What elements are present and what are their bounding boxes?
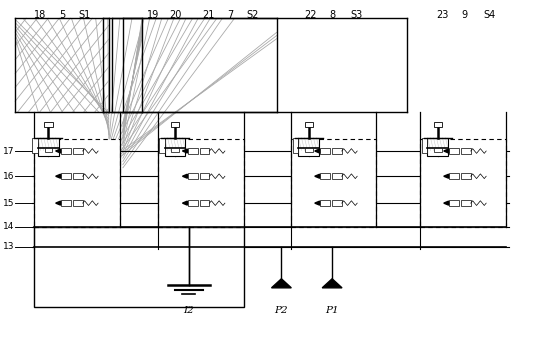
- Text: S4: S4: [483, 10, 495, 20]
- Text: 16: 16: [2, 172, 14, 181]
- Polygon shape: [56, 149, 60, 153]
- Bar: [122, 18, 142, 112]
- Bar: [449, 173, 459, 179]
- Bar: [332, 200, 342, 206]
- Bar: [188, 148, 198, 154]
- Polygon shape: [271, 279, 291, 288]
- Bar: [188, 173, 198, 179]
- Bar: [34, 139, 120, 227]
- Text: S3: S3: [351, 10, 363, 20]
- Polygon shape: [315, 149, 320, 153]
- Bar: [104, 18, 277, 112]
- Text: P2: P2: [275, 306, 288, 315]
- Bar: [199, 173, 209, 179]
- Text: 15: 15: [2, 199, 14, 207]
- Bar: [461, 148, 471, 154]
- Text: 5: 5: [59, 10, 65, 20]
- Bar: [73, 173, 83, 179]
- Text: 8: 8: [329, 10, 335, 20]
- Bar: [332, 173, 342, 179]
- Bar: [332, 148, 342, 154]
- Bar: [73, 148, 83, 154]
- Bar: [32, 138, 38, 153]
- Bar: [61, 200, 71, 206]
- Bar: [428, 138, 448, 156]
- Bar: [188, 200, 198, 206]
- Text: P1: P1: [325, 306, 339, 315]
- Bar: [291, 139, 376, 227]
- Text: 9: 9: [461, 10, 468, 20]
- Bar: [461, 173, 471, 179]
- Bar: [158, 139, 244, 227]
- Bar: [461, 200, 471, 206]
- Bar: [44, 122, 53, 127]
- Text: 21: 21: [202, 10, 214, 20]
- Bar: [34, 227, 244, 307]
- Bar: [293, 138, 299, 153]
- Text: 23: 23: [436, 10, 449, 20]
- Bar: [38, 138, 59, 156]
- Bar: [44, 148, 52, 152]
- Bar: [199, 200, 209, 206]
- Text: 22: 22: [304, 10, 316, 20]
- Polygon shape: [444, 201, 449, 205]
- Text: I2: I2: [183, 306, 194, 315]
- Polygon shape: [56, 174, 60, 178]
- Bar: [73, 200, 83, 206]
- Bar: [420, 139, 506, 227]
- Text: 13: 13: [2, 242, 14, 251]
- Bar: [112, 18, 407, 112]
- Bar: [320, 200, 330, 206]
- Bar: [15, 18, 109, 112]
- Bar: [171, 122, 179, 127]
- Text: 18: 18: [34, 10, 46, 20]
- Bar: [305, 148, 312, 152]
- Bar: [165, 138, 186, 156]
- Bar: [422, 138, 428, 153]
- Polygon shape: [182, 149, 187, 153]
- Text: 20: 20: [169, 10, 181, 20]
- Bar: [449, 200, 459, 206]
- Polygon shape: [444, 174, 449, 178]
- Text: 19: 19: [147, 10, 159, 20]
- Bar: [305, 122, 314, 127]
- Bar: [61, 173, 71, 179]
- Bar: [171, 148, 179, 152]
- Text: 17: 17: [2, 146, 14, 156]
- Polygon shape: [182, 174, 187, 178]
- Polygon shape: [315, 201, 320, 205]
- Text: 14: 14: [2, 222, 14, 231]
- Bar: [159, 138, 165, 153]
- Polygon shape: [315, 174, 320, 178]
- Bar: [449, 148, 459, 154]
- Bar: [61, 148, 71, 154]
- Bar: [320, 173, 330, 179]
- Bar: [299, 138, 320, 156]
- Polygon shape: [444, 149, 449, 153]
- Text: S1: S1: [78, 10, 90, 20]
- Polygon shape: [322, 279, 342, 288]
- Bar: [434, 122, 442, 127]
- Polygon shape: [56, 201, 60, 205]
- Bar: [199, 148, 209, 154]
- Bar: [320, 148, 330, 154]
- Polygon shape: [182, 201, 187, 205]
- Text: 7: 7: [227, 10, 233, 20]
- Text: S2: S2: [246, 10, 258, 20]
- Bar: [434, 148, 442, 152]
